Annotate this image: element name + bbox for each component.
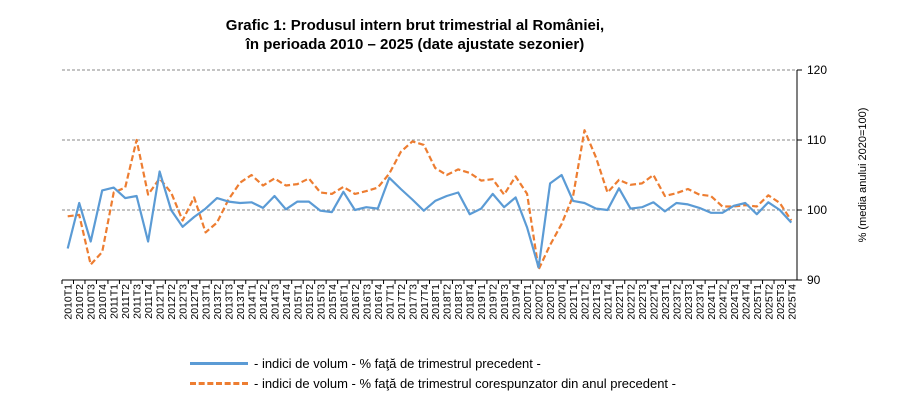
y-tick-label: 120: [807, 63, 827, 77]
x-tick-label: 2016T2: [350, 284, 362, 320]
y-tick-label: 110: [807, 133, 826, 147]
x-tick-label: 2016T3: [361, 284, 373, 320]
x-tick-label: 2023T4: [694, 284, 706, 320]
x-tick-label: 2010T3: [86, 284, 98, 320]
x-tick-label: 2013T2: [212, 284, 224, 320]
x-tick-label: 2011T1: [109, 284, 121, 319]
x-tick-label: 2011T3: [132, 284, 144, 319]
x-tick-label: 2025T4: [786, 284, 798, 320]
y-tick-label: 100: [807, 203, 827, 217]
x-tick-label: 2022T2: [625, 284, 637, 320]
series-line-qoq: [66, 170, 793, 269]
x-tick-label: 2020T4: [557, 284, 569, 320]
x-tick-label: 2017T1: [384, 284, 396, 320]
x-tick-label: 2024T2: [717, 284, 729, 320]
x-tick-label: 2010T1: [63, 284, 75, 320]
legend-label: - indici de volum - % faţă de trimestrul…: [254, 355, 541, 371]
x-tick-label: 2021T2: [580, 284, 592, 320]
x-tick-label: 2023T2: [671, 284, 683, 320]
x-tick-label: 2015T4: [327, 284, 339, 320]
x-tick-label: 2010T2: [74, 284, 86, 320]
legend-label: - indici de volum - % faţă de trimestrul…: [254, 375, 676, 391]
x-tick-label: 2011T4: [143, 284, 155, 319]
x-tick-label: 2011T2: [120, 284, 132, 319]
x-tick-label: 2017T4: [419, 284, 431, 320]
x-tick-label: 2012T2: [166, 284, 178, 320]
x-tick-label: 2022T4: [648, 284, 660, 320]
x-tick-label: 2013T1: [201, 284, 213, 320]
x-tick-label: 2019T2: [488, 284, 500, 320]
y-axis-label: % (media anului 2020=100): [857, 108, 869, 243]
x-tick-label: 2014T1: [246, 284, 258, 320]
x-tick-label: 2020T3: [545, 284, 557, 320]
x-tick-label: 2013T4: [235, 284, 247, 320]
x-tick-label: 2020T1: [522, 284, 534, 320]
x-tick-label: 2014T2: [258, 284, 270, 320]
x-tick-label: 2016T1: [338, 284, 350, 320]
x-tick-label: 2024T1: [706, 284, 718, 320]
x-tick-label: 2019T3: [499, 284, 511, 320]
series-line-yoy: [67, 129, 793, 271]
title-line-1: Grafic 1: Produsul intern brut trimestri…: [225, 17, 605, 34]
x-tick-label: 2012T3: [178, 284, 190, 320]
x-tick-label: 2025T3: [775, 284, 787, 320]
x-tick-label: 2024T3: [729, 284, 741, 320]
x-tick-label: 2015T2: [304, 284, 316, 320]
x-tick-label: 2021T4: [603, 284, 615, 320]
x-tick-label: 2012T1: [155, 284, 167, 320]
x-tick-label: 2017T3: [407, 284, 419, 320]
legend: - indici de volum - % faţă de trimestrul…: [190, 353, 676, 393]
x-tick-label: 2020T2: [534, 284, 546, 320]
x-tick-label: 2023T1: [660, 284, 672, 320]
x-tick-label: 2014T4: [281, 284, 293, 320]
legend-swatch-solid: [190, 361, 248, 365]
x-tick-label: 2023T3: [683, 284, 695, 320]
x-tick-label: 2018T2: [442, 284, 454, 320]
chart-title: Grafic 1: Produsul intern brut trimestri…: [0, 16, 830, 54]
legend-swatch-dashed: [190, 381, 248, 385]
x-tick-label: 2016T4: [373, 284, 385, 320]
x-tick-label: 2010T4: [97, 284, 109, 320]
x-tick-label: 2018T4: [465, 284, 477, 320]
x-tick-label: 2024T4: [740, 284, 752, 320]
x-tick-label: 2025T2: [763, 284, 775, 320]
x-tick-label: 2025T1: [752, 284, 764, 320]
x-tick-label: 2022T1: [614, 284, 626, 320]
x-tick-label: 2021T3: [591, 284, 603, 320]
x-tick-label: 2015T3: [315, 284, 327, 320]
x-tick-label: 2013T3: [224, 284, 236, 320]
x-tick-label: 2022T3: [637, 284, 649, 320]
title-line-2: în perioada 2010 – 2025 (date ajustate s…: [245, 36, 585, 53]
x-tick-label: 2018T1: [430, 284, 442, 320]
x-tick-label: 2019T4: [511, 284, 523, 320]
x-tick-label: 2019T1: [476, 284, 488, 320]
x-tick-label: 2021T1: [568, 284, 580, 320]
x-tick-label: 2018T3: [453, 284, 465, 320]
y-tick-label: 90: [807, 273, 821, 287]
x-tick-label: 2017T2: [396, 284, 408, 320]
x-tick-label: 2015T1: [292, 284, 304, 320]
x-tick-label: 2012T4: [189, 284, 201, 320]
legend-item-qoq: - indici de volum - % faţă de trimestrul…: [190, 353, 676, 373]
x-tick-label: 2014T3: [269, 284, 281, 320]
legend-item-yoy: - indici de volum - % faţă de trimestrul…: [190, 373, 676, 393]
